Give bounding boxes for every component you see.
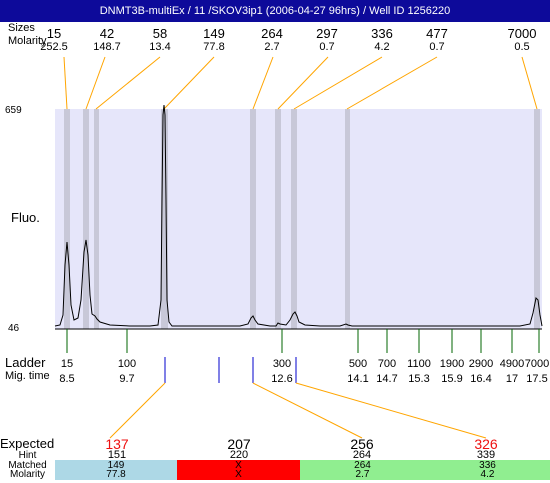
ladder-size: 1900 — [439, 358, 465, 370]
matched-label: Matched — [8, 460, 47, 471]
ladder-size: 300 — [272, 358, 292, 370]
peak-molarity: 4.2 — [374, 41, 390, 53]
y-axis-max: 659 — [5, 105, 22, 116]
peak-band — [275, 109, 281, 329]
peak-leader — [85, 56, 106, 110]
peak-leader — [277, 56, 329, 110]
peak-leader — [163, 56, 215, 110]
y-axis-label: Fluo. — [11, 210, 40, 225]
ladder-size: 700 — [377, 358, 397, 370]
molarity-value: X — [235, 469, 242, 480]
matched-cell — [177, 460, 300, 480]
molarity-value: 4.2 — [480, 469, 495, 480]
peak-molarity: 0.7 — [429, 41, 445, 53]
peak-size: 42 — [99, 26, 115, 41]
ladder-time: 14.1 — [347, 373, 369, 385]
ladder-time: 17 — [505, 373, 519, 385]
hint-value: 339 — [476, 449, 496, 461]
peak-size: 477 — [426, 26, 448, 41]
peak-band — [161, 109, 168, 329]
peak-band — [94, 109, 99, 329]
expected-leader — [109, 382, 166, 439]
ladder-label: Ladder — [5, 355, 46, 370]
ladder-time: 12.6 — [271, 373, 293, 385]
table-molarity-label: Molarity — [9, 469, 45, 480]
peak-molarity: 13.4 — [149, 41, 171, 53]
ladder-size: 2900 — [468, 358, 494, 370]
peak-band — [83, 109, 89, 329]
peak-size: 15 — [46, 26, 62, 41]
hint-value: 151 — [107, 449, 127, 461]
ladder-time: 15.3 — [408, 373, 430, 385]
peak-size: 149 — [203, 26, 225, 41]
peak-size: 336 — [371, 26, 393, 41]
peak-leader — [521, 56, 538, 110]
peak-band — [291, 109, 297, 329]
matched-value: X — [235, 460, 242, 471]
peak-leader — [346, 56, 438, 110]
peak-molarity: 77.8 — [203, 41, 225, 53]
matched-value: 336 — [479, 460, 496, 471]
peak-leader — [293, 56, 383, 110]
ladder-size: 500 — [348, 358, 368, 370]
ladder-time: 15.9 — [441, 373, 463, 385]
expected-value: 256 — [350, 436, 374, 452]
peak-molarity: 252.5 — [40, 41, 68, 53]
expected-leader — [252, 382, 363, 439]
ladder-size: 7000 — [524, 358, 550, 370]
peak-size: 58 — [152, 26, 168, 41]
ladder-size: 1100 — [407, 358, 431, 370]
peak-band — [250, 109, 256, 329]
matched-value: 264 — [354, 460, 371, 471]
peak-molarity: 148.7 — [93, 41, 121, 53]
ladder-size: 15 — [60, 358, 74, 370]
matched-cell — [300, 460, 550, 480]
ladder-time: 8.5 — [59, 373, 75, 385]
peak-size: 7000 — [507, 26, 537, 41]
peak-molarity: 0.7 — [319, 41, 335, 53]
expected-leader — [295, 382, 487, 439]
molarity-label: Molarity — [8, 35, 47, 47]
ladder-size: 100 — [117, 358, 137, 370]
mig-time-label: Mig. time — [5, 370, 50, 382]
ladder-time: 16.4 — [470, 373, 492, 385]
peak-band — [64, 109, 70, 329]
ladder-time: 14.7 — [376, 373, 398, 385]
peak-molarity: 2.7 — [264, 41, 280, 53]
peak-molarity: 0.5 — [514, 41, 530, 53]
ladder-size: 4900 — [499, 358, 525, 370]
ladder-time: 17.5 — [526, 373, 548, 385]
expected-value: 207 — [227, 436, 251, 452]
matched-cell — [55, 460, 177, 480]
plot-area — [55, 109, 542, 329]
peak-leader — [63, 56, 68, 110]
peak-band — [345, 109, 350, 329]
peak-size: 297 — [316, 26, 338, 41]
peak-leader — [252, 56, 274, 110]
expected-value: 326 — [474, 436, 498, 452]
peak-size: 264 — [261, 26, 283, 41]
molarity-value: 77.8 — [106, 469, 126, 480]
matched-value: 149 — [107, 460, 125, 471]
fluorescence-trace — [54, 104, 543, 327]
peak-leader — [95, 56, 161, 110]
expected-label: Expected — [0, 436, 55, 451]
expected-value: 137 — [105, 436, 129, 452]
hint-value: 220 — [229, 449, 249, 461]
ladder-time: 9.7 — [119, 373, 135, 385]
y-axis-min: 46 — [8, 323, 20, 334]
hint-value: 264 — [352, 449, 372, 461]
molarity-value: 2.7 — [355, 469, 370, 480]
hint-label: Hint — [18, 450, 37, 461]
sizes-label: Sizes — [8, 22, 35, 34]
peak-band — [534, 109, 540, 329]
window-title: DNMT3B-multiEx / 11 /SKOV3ip1 (2006-04-2… — [0, 0, 550, 22]
